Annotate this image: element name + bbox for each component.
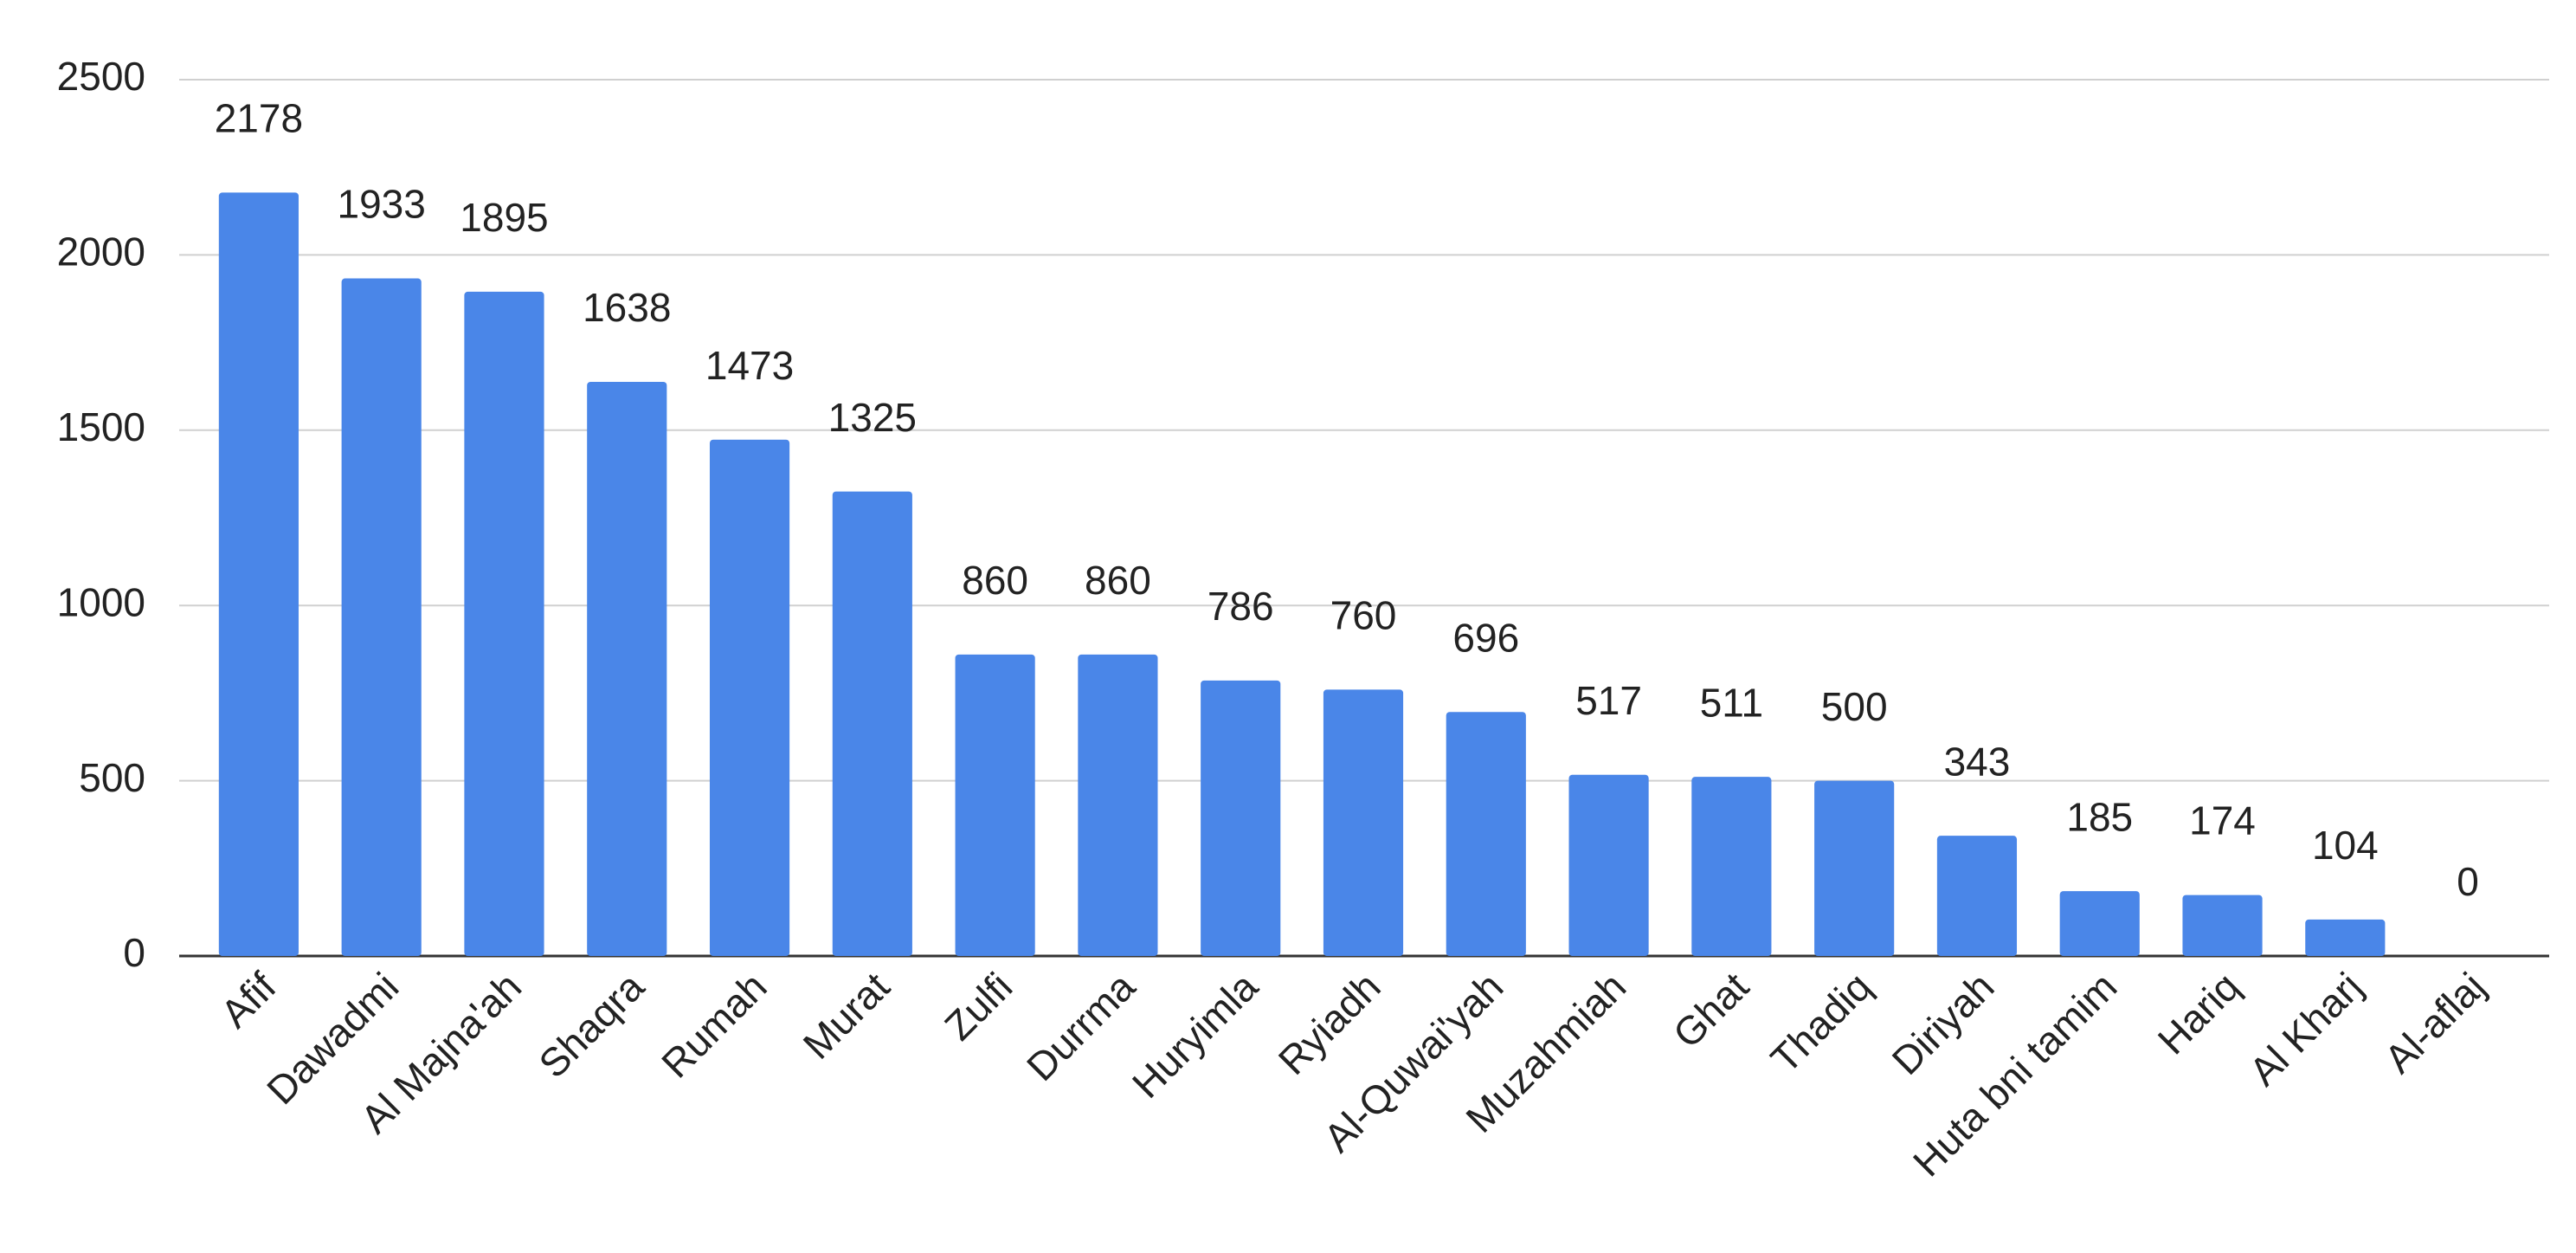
bar — [1814, 780, 1895, 956]
x-tick-label: Huryimla — [1124, 964, 1266, 1107]
value-label: 786 — [1208, 584, 1274, 629]
value-label: 517 — [1575, 678, 1642, 723]
value-label: 760 — [1330, 593, 1397, 638]
x-tick-label: Murat — [795, 964, 898, 1068]
bar — [2059, 891, 2140, 956]
bar — [218, 192, 299, 957]
y-tick-label: 500 — [79, 755, 145, 800]
bar — [709, 439, 790, 956]
x-tick-label: Rumah — [653, 964, 776, 1087]
x-tick-label: Ghat — [1665, 964, 1757, 1056]
value-label: 860 — [1085, 558, 1151, 603]
value-label: 1638 — [583, 285, 671, 330]
x-tick-label: Ryiadh — [1270, 964, 1389, 1083]
bar — [1691, 777, 1772, 956]
value-label: 104 — [2312, 823, 2379, 868]
x-tick-label: Afif — [212, 964, 285, 1037]
x-tick-label: Zulfi — [936, 964, 1021, 1049]
x-tick-label: Al-aflaj — [2376, 964, 2494, 1082]
value-label: 2178 — [215, 96, 303, 141]
value-label: 511 — [1700, 680, 1763, 725]
bar — [1568, 774, 1649, 956]
bar — [955, 654, 1035, 956]
value-label: 696 — [1452, 615, 1519, 660]
value-label: 1473 — [705, 343, 794, 388]
x-tick-label: Durrma — [1018, 964, 1143, 1089]
y-tick-label: 0 — [123, 930, 145, 975]
bar — [832, 491, 912, 956]
value-label: 174 — [2189, 798, 2256, 843]
bar — [341, 278, 422, 956]
value-label: 1325 — [828, 395, 917, 440]
x-tick-label: Hariq — [2149, 964, 2249, 1063]
x-tick-label: Shaqra — [530, 964, 653, 1087]
bar — [1936, 836, 2018, 956]
value-label: 343 — [1944, 739, 2011, 784]
value-label: 0 — [2457, 859, 2479, 904]
value-label: 860 — [962, 558, 1028, 603]
bar — [587, 381, 667, 956]
y-tick-label: 1500 — [57, 404, 145, 449]
bar — [1323, 689, 1404, 956]
y-tick-label: 2000 — [57, 229, 145, 274]
x-tick-label: Al Kharj — [2240, 964, 2371, 1095]
bar — [1446, 712, 1526, 956]
value-label: 1895 — [460, 195, 548, 240]
bar — [464, 291, 544, 956]
value-label: 1933 — [338, 182, 426, 227]
bar — [2182, 895, 2263, 956]
bar — [1078, 654, 1158, 956]
bar — [1201, 680, 1281, 956]
x-tick-label: Thadiq — [1762, 964, 1880, 1082]
value-label: 185 — [2066, 794, 2133, 839]
bar — [2305, 919, 2386, 956]
y-tick-label: 1000 — [57, 579, 145, 624]
y-tick-label: 2500 — [57, 54, 145, 99]
x-tick-label: Diriyah — [1884, 964, 2003, 1083]
value-label: 500 — [1821, 684, 1888, 729]
